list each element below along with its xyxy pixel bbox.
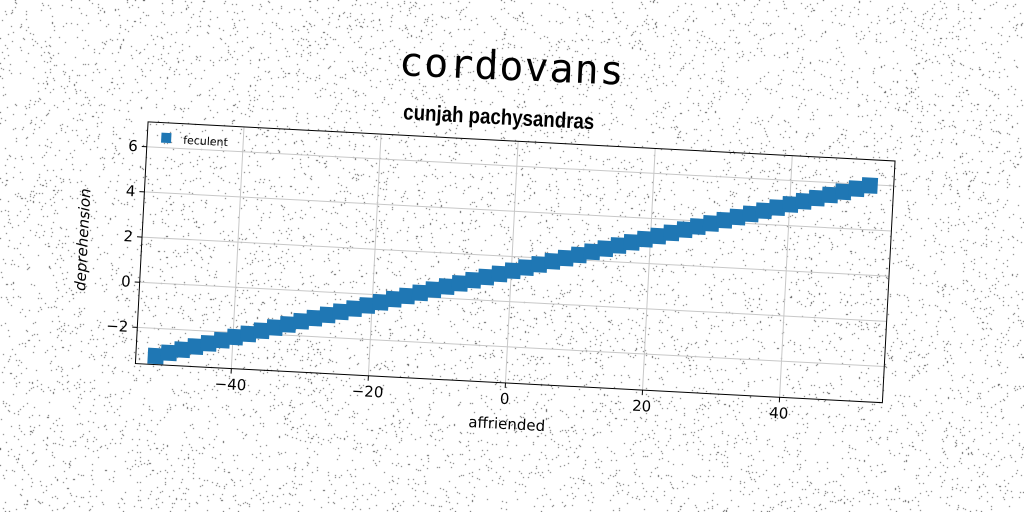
data-point [398, 287, 416, 305]
legend: feculent [161, 132, 229, 149]
data-point [160, 344, 178, 362]
data-point [610, 237, 627, 254]
data-point [253, 322, 270, 340]
x-axis-label: affriended [468, 413, 546, 435]
data-point [821, 186, 839, 204]
data-points [147, 177, 879, 365]
x-gridline [642, 148, 656, 391]
data-point [372, 293, 389, 311]
data-point [173, 341, 191, 359]
data-point [795, 192, 813, 210]
data-point [239, 325, 257, 343]
data-point [768, 199, 786, 217]
data-point [411, 284, 429, 302]
data-point [755, 202, 773, 220]
data-point [729, 208, 746, 226]
data-point [266, 319, 284, 337]
y-tick-label: −2 [106, 317, 129, 336]
data-point [530, 256, 548, 273]
x-tick-label: −40 [214, 375, 247, 395]
data-point [583, 243, 601, 261]
data-point [438, 278, 456, 295]
data-point [147, 347, 165, 365]
legend-swatch-feculent [161, 132, 172, 144]
data-point [292, 312, 310, 330]
x-tick-label: −20 [351, 382, 384, 402]
data-point [596, 240, 614, 258]
data-point [305, 309, 323, 327]
y-tick-label: 0 [121, 272, 131, 290]
data-point [557, 249, 575, 267]
grid [137, 126, 894, 398]
x-axis-ticks: −40 −20 0 20 40 [214, 368, 789, 423]
y-gridline [139, 281, 887, 322]
data-point [517, 259, 535, 277]
data-point [623, 233, 641, 251]
y-axis-ticks: −2 0 2 4 6 [106, 137, 147, 336]
data-point [543, 252, 561, 270]
data-point [451, 274, 469, 292]
x-tick-label: 20 [632, 397, 652, 416]
data-point [861, 177, 879, 194]
x-tick-label: 0 [499, 390, 509, 408]
data-point [742, 205, 760, 223]
plot-frame [134, 121, 896, 404]
x-gridline [367, 134, 382, 376]
y-gridline [146, 146, 894, 187]
data-point [279, 316, 297, 333]
data-point [715, 211, 733, 229]
x-gridline [230, 126, 245, 369]
data-point [781, 196, 799, 213]
y-gridline [144, 191, 892, 232]
data-point [186, 338, 204, 355]
data-point [424, 281, 442, 299]
data-point [570, 246, 588, 264]
data-point [676, 221, 694, 239]
chart-container: cunjah pachysandras −40 −20 0 20 40 −2 0 2 4 6 a… [51, 78, 929, 493]
data-point [345, 300, 363, 318]
data-point [385, 290, 403, 308]
data-point [226, 328, 244, 346]
x-tick-label: 40 [769, 404, 789, 423]
data-point [358, 297, 376, 314]
y-gridline [142, 236, 890, 277]
data-point [319, 306, 337, 324]
data-point [834, 183, 852, 201]
data-point [200, 334, 218, 352]
data-point [636, 230, 654, 248]
data-point [649, 227, 667, 245]
data-point [491, 265, 508, 283]
data-point [332, 303, 350, 321]
y-tick-label: 2 [123, 227, 133, 245]
y-tick-label: 4 [125, 182, 135, 200]
data-point [689, 218, 707, 235]
y-tick-label: 6 [128, 137, 138, 155]
y-axis-label: deprehension [71, 188, 94, 291]
x-gridline [779, 155, 793, 398]
x-gridline [504, 141, 519, 383]
data-point [848, 180, 865, 198]
data-point [504, 262, 522, 280]
data-point [477, 268, 495, 286]
legend-label-feculent: feculent [183, 134, 229, 149]
data-point [662, 224, 680, 242]
data-point [808, 189, 826, 207]
data-point [213, 331, 231, 349]
data-point [464, 271, 482, 289]
data-point [702, 214, 720, 232]
